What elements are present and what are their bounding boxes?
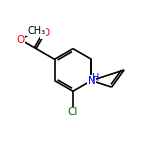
Text: H: H <box>92 73 100 83</box>
Text: O: O <box>16 35 25 45</box>
Text: N: N <box>88 76 95 86</box>
Text: CH₃: CH₃ <box>27 26 45 36</box>
Text: Cl: Cl <box>68 107 78 117</box>
Text: O: O <box>41 28 49 38</box>
